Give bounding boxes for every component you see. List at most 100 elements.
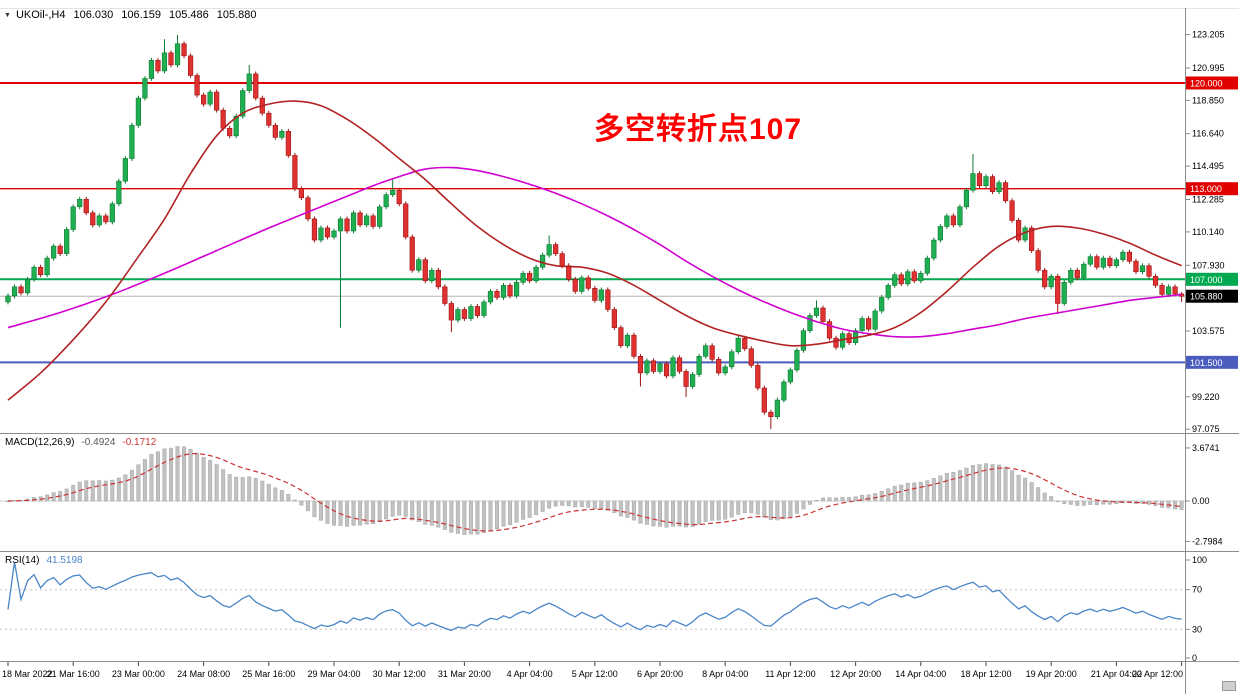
- level-price-tag: [1186, 355, 1238, 369]
- resize-corner[interactable]: [1222, 681, 1236, 691]
- macd-histogram-bar: [345, 500, 350, 527]
- candle-body: [357, 212, 363, 226]
- candle-body: [435, 269, 441, 288]
- candle-body: [266, 112, 272, 126]
- candle-body: [774, 399, 780, 418]
- candle-body: [246, 73, 252, 91]
- candle-body: [566, 265, 572, 280]
- macd-histogram-bar: [853, 496, 858, 502]
- macd-histogram-bar: [475, 500, 480, 535]
- macd-histogram-bar: [788, 500, 793, 517]
- candle-body: [579, 277, 585, 292]
- level-price-tag: [1186, 272, 1238, 286]
- date-axis-label: 19 Apr 20:00: [1026, 669, 1077, 679]
- macd-histogram-bar: [690, 500, 695, 527]
- date-axis-label: 12 Apr 20:00: [830, 669, 881, 679]
- macd-histogram-bar: [729, 500, 734, 518]
- candle-body: [70, 206, 76, 230]
- candle-body: [227, 128, 233, 137]
- macd-histogram-bar: [1068, 500, 1073, 505]
- candle-body: [220, 109, 226, 129]
- candle-body: [416, 259, 422, 271]
- candle-body: [1015, 220, 1022, 241]
- candle-body: [937, 226, 943, 241]
- candle-body: [800, 330, 807, 351]
- macd-histogram-bar: [781, 500, 786, 520]
- level-price-tag-text: 113.000: [1190, 184, 1222, 194]
- candle-body: [650, 360, 657, 372]
- macd-histogram-bar: [697, 500, 702, 525]
- macd-histogram-bar: [677, 500, 682, 527]
- rsi-axis-label: 70: [1192, 585, 1202, 595]
- macd-histogram-bar: [331, 500, 336, 526]
- macd-histogram-bar: [970, 465, 975, 502]
- candle-body: [455, 309, 461, 321]
- candle-body: [44, 257, 50, 276]
- macd-axis-label: -2.7984: [1192, 536, 1223, 546]
- macd-histogram-bar: [462, 500, 467, 535]
- macd-histogram-bar: [97, 480, 102, 502]
- macd-histogram-bar: [436, 500, 441, 528]
- candle-body: [279, 131, 285, 138]
- macd-histogram-bar: [508, 500, 513, 526]
- date-axis-label: 31 Mar 20:00: [438, 669, 491, 679]
- candle-body: [1159, 285, 1165, 295]
- candle-body: [976, 173, 983, 186]
- candle-body: [363, 215, 370, 226]
- candle-body: [924, 257, 930, 274]
- macd-histogram-bar: [208, 460, 213, 502]
- candle-body: [1100, 257, 1106, 268]
- candle-body: [109, 203, 115, 223]
- macd-histogram-bar: [1036, 487, 1041, 502]
- candle-body: [285, 131, 291, 156]
- candle-body: [879, 297, 885, 312]
- candle-body: [442, 286, 448, 304]
- macd-histogram-bar: [560, 500, 565, 506]
- price-axis-label: 120.995: [1192, 63, 1225, 73]
- macd-histogram-bar: [553, 500, 558, 507]
- macd-histogram-bar: [905, 483, 910, 502]
- candle-body: [983, 176, 989, 186]
- candle-body: [1172, 286, 1178, 295]
- macd-histogram-bar: [925, 480, 930, 502]
- candle-body: [1120, 251, 1126, 260]
- chart-annotation[interactable]: 多空转折点107: [594, 113, 803, 146]
- candle-body: [292, 155, 298, 189]
- candle-body: [129, 124, 135, 159]
- candle-body: [1035, 250, 1041, 271]
- macd-histogram-bar: [110, 479, 115, 502]
- candle-body: [944, 215, 950, 227]
- candle-body: [487, 291, 494, 303]
- macd-histogram-bar: [794, 500, 799, 514]
- rsi-axis-label: 0: [1192, 653, 1197, 663]
- macd-histogram-bar: [723, 500, 728, 520]
- macd-histogram-bar: [149, 454, 154, 502]
- candle-body: [989, 176, 996, 193]
- candle-body: [1107, 257, 1113, 267]
- macd-axis-label: 0.00: [1192, 496, 1210, 506]
- macd-histogram-bar: [136, 464, 141, 502]
- macd-histogram-bar: [710, 500, 715, 521]
- candle-body: [135, 97, 142, 126]
- macd-histogram-bar: [899, 484, 904, 502]
- candle-body: [233, 115, 239, 137]
- candle-body: [155, 60, 161, 72]
- candle-body: [90, 212, 96, 226]
- price-axis-label: 118.850: [1192, 95, 1224, 105]
- candle-body: [1094, 256, 1100, 268]
- date-axis-label: 14 Apr 04:00: [895, 669, 946, 679]
- collapse-icon[interactable]: ▼: [4, 11, 11, 19]
- candle-body: [461, 309, 468, 319]
- macd-histogram-bar: [116, 477, 121, 502]
- macd-histogram-bar: [234, 476, 239, 502]
- macd-indicator-label: MACD(12,26,9) -0.4924 -0.1712: [5, 437, 156, 448]
- macd-histogram-bar: [51, 492, 56, 502]
- price-axis-label: 116.640: [1192, 129, 1224, 139]
- price-axis-label: 114.495: [1192, 161, 1224, 171]
- candle-body: [722, 366, 728, 374]
- candle-body: [1048, 275, 1054, 288]
- macd-histogram-bar: [1049, 496, 1054, 502]
- candle-body: [148, 60, 155, 79]
- candle-body: [344, 218, 350, 232]
